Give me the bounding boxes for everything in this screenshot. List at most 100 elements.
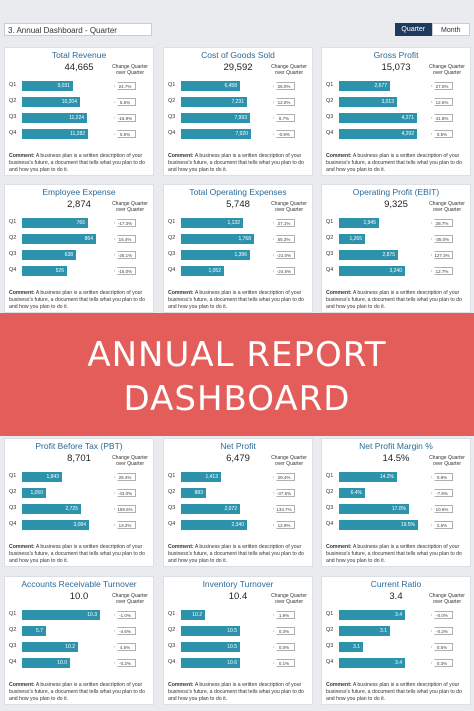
kpi-panel: Accounts Receivable Turnover 10.0 Change Q… bbox=[4, 576, 154, 705]
quarter-label: Q4 bbox=[326, 130, 334, 136]
quarter-row: Q4 10.6 0.1% bbox=[168, 658, 308, 668]
quarter-label: Q4 bbox=[9, 521, 17, 527]
change-callout: -25.1% bbox=[114, 251, 136, 259]
change-callout: -37.5% bbox=[273, 489, 295, 497]
quarter-label: Q1 bbox=[9, 82, 17, 88]
banner-line-2: DASHBOARD bbox=[123, 379, 351, 419]
comment-text: A business plan is a written description… bbox=[326, 290, 462, 310]
quarter-label: Q4 bbox=[168, 130, 176, 136]
panel-comment: Comment: A business plan is a written de… bbox=[326, 544, 466, 565]
change-callout: -0.0% bbox=[431, 611, 453, 619]
panel-value: 8,701 bbox=[67, 453, 91, 464]
comment-text: A business plan is a written description… bbox=[9, 682, 145, 702]
title-banner: ANNUAL REPORT DASHBOARD bbox=[0, 313, 474, 436]
quarter-label: Q4 bbox=[168, 267, 176, 273]
bar-value: 5.7 bbox=[36, 628, 43, 634]
comment-text: A business plan is a written description… bbox=[168, 682, 304, 702]
quarter-bar: 3,240 bbox=[339, 266, 405, 276]
change-callout: 127.3% bbox=[431, 251, 453, 259]
quarter-bar: 1,396 bbox=[181, 250, 250, 260]
quarter-row: Q1 2,677 27.0% bbox=[326, 81, 466, 91]
quarter-label: Q3 bbox=[326, 114, 334, 120]
change-callout: 26.0% bbox=[273, 82, 295, 90]
quarter-bar: 6,458 bbox=[181, 81, 240, 91]
change-callout: -7.8% bbox=[431, 489, 453, 497]
quarter-row: Q1 1,945 28.7% bbox=[326, 218, 466, 228]
bar-value: 10,204 bbox=[61, 99, 77, 105]
quarter-row: Q2 10.5 0.3% bbox=[168, 626, 308, 636]
change-callout: 29.4% bbox=[273, 473, 295, 481]
bar-value: 2,340 bbox=[231, 522, 244, 528]
bar-value: 7,993 bbox=[234, 115, 247, 121]
quarter-bar: 6.4% bbox=[339, 488, 365, 498]
quarter-bar: 1,945 bbox=[339, 218, 379, 228]
bar-value: 864 bbox=[84, 236, 93, 242]
panel-value: 6,479 bbox=[226, 453, 250, 464]
quarter-row: Q1 10.2 1.9% bbox=[168, 610, 308, 620]
change-callout: 2.5% bbox=[431, 521, 453, 529]
bar-value: 6.4% bbox=[350, 490, 362, 496]
change-callout: 159.5% bbox=[114, 505, 136, 513]
quarter-row: Q1 1,843 28.4% bbox=[9, 472, 149, 482]
change-label: Change Quarter over Quarter bbox=[271, 201, 307, 213]
quarter-bar: 10.3 bbox=[22, 610, 100, 620]
quarter-row: Q2 3,013 12.6% bbox=[326, 97, 466, 107]
quarter-row: Q3 3.1 0.5% bbox=[326, 642, 466, 652]
change-callout: 0.3% bbox=[273, 627, 295, 635]
change-label: Change Quarter over Quarter bbox=[429, 593, 465, 605]
comment-text: A business plan is a written description… bbox=[326, 544, 462, 564]
kpi-panel: Net Profit 6,479 Change Quarter over Quart… bbox=[163, 438, 313, 567]
change-callout: -0.9% bbox=[273, 130, 295, 138]
quarter-label: Q3 bbox=[9, 114, 17, 120]
toggle-quarter-button[interactable]: Quarter bbox=[395, 23, 432, 36]
change-callout: 41.8% bbox=[431, 114, 453, 122]
bar-value: 2,875 bbox=[382, 252, 395, 258]
bar-value: 3.1 bbox=[353, 644, 360, 650]
change-callout: 12.9% bbox=[273, 521, 295, 529]
quarter-label: Q4 bbox=[9, 659, 17, 665]
quarter-row: Q4 3,084 13.2% bbox=[9, 520, 149, 530]
toggle-month-button[interactable]: Month bbox=[431, 23, 470, 36]
panel-comment: Comment: A business plan is a written de… bbox=[168, 290, 308, 311]
period-toggle[interactable]: Quarter Month bbox=[395, 23, 470, 36]
bar-value: 1,265 bbox=[349, 236, 362, 242]
quarter-label: Q4 bbox=[326, 267, 334, 273]
bar-value: 7,231 bbox=[231, 99, 244, 105]
change-label: Change Quarter over Quarter bbox=[271, 593, 307, 605]
quarter-row: Q4 10.0 -0.2% bbox=[9, 658, 149, 668]
quarter-row: Q4 1,052 -24.6% bbox=[168, 266, 308, 276]
quarter-label: Q2 bbox=[168, 235, 176, 241]
quarter-bar: 11,224 bbox=[22, 113, 87, 123]
quarter-row: Q3 11,224 -16.9% bbox=[9, 113, 149, 123]
quarter-row: Q3 17.0% 10.6% bbox=[326, 504, 466, 514]
change-callout: -35.0% bbox=[431, 235, 453, 243]
quarter-label: Q3 bbox=[326, 505, 334, 511]
quarter-row: Q4 4,292 0.5% bbox=[326, 129, 466, 139]
bar-value: 10.5 bbox=[227, 644, 237, 650]
panel-comment: Comment: A business plan is a written de… bbox=[326, 682, 466, 703]
quarter-bar: 3,013 bbox=[339, 97, 397, 107]
kpi-panel: Gross Profit 15,073 Change Quarter over Qu… bbox=[321, 47, 471, 176]
bar-value: 19.5% bbox=[400, 522, 415, 528]
change-callout: 28.7% bbox=[431, 219, 453, 227]
quarter-row: Q1 1,413 29.4% bbox=[168, 472, 308, 482]
quarter-label: Q1 bbox=[326, 611, 334, 617]
quarter-bar: 2,677 bbox=[339, 81, 390, 91]
comment-text: A business plan is a written description… bbox=[168, 153, 304, 173]
change-callout: 12.7% bbox=[431, 267, 453, 275]
panel-comment: Comment: A business plan is a written de… bbox=[168, 153, 308, 174]
quarter-label: Q2 bbox=[326, 489, 334, 495]
quarter-bar: 5.7 bbox=[22, 626, 46, 636]
quarter-row: Q2 5.7 -4.6% bbox=[9, 626, 149, 636]
quarter-bar: 10.2 bbox=[22, 642, 78, 652]
panel-comment: Comment: A business plan is a written de… bbox=[326, 290, 466, 311]
change-label: Change Quarter over Quarter bbox=[271, 64, 307, 76]
bar-value: 1,768 bbox=[238, 236, 251, 242]
quarter-bar: 1,843 bbox=[22, 472, 62, 482]
quarter-bar: 10,204 bbox=[22, 97, 80, 107]
change-label: Change Quarter over Quarter bbox=[429, 201, 465, 213]
quarter-label: Q4 bbox=[9, 130, 17, 136]
quarter-row: Q2 3.1 -0.2% bbox=[326, 626, 466, 636]
panel-title: Cost of Goods Sold bbox=[201, 50, 275, 60]
quarter-row: Q1 3.4 -0.0% bbox=[326, 610, 466, 620]
